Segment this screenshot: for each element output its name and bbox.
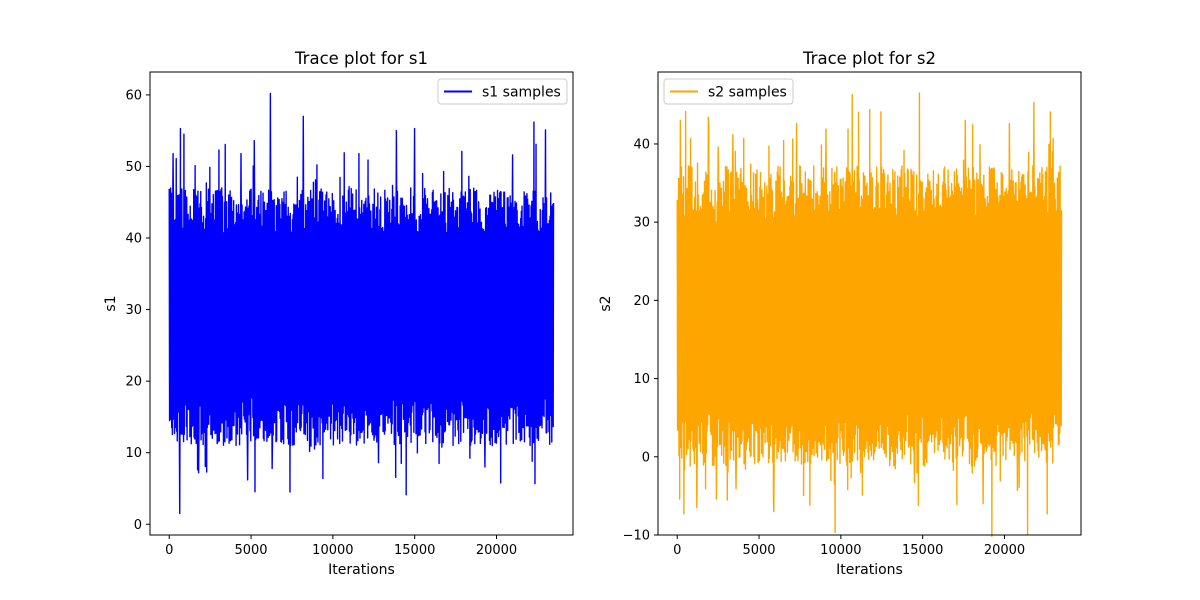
s1-trace-panel: 0 5000 10000 15000 20000 0 10 20 30 40 50 60 Trace… xyxy=(103,49,574,578)
s2-legend-label: s2 samples xyxy=(708,85,787,101)
s1-axes-frame xyxy=(149,71,574,536)
s2-x-ticks: 0 5000 10000 15000 20000 xyxy=(673,535,1025,558)
s2-y-ticks: −10 0 10 20 30 40 xyxy=(623,137,658,544)
s1-y-ticks: 0 10 20 30 40 50 60 xyxy=(125,88,150,533)
s2-y-tick-label: 40 xyxy=(633,137,650,152)
s1-x-tick-label: 10000 xyxy=(312,543,353,558)
s2-chart-title: Trace plot for s2 xyxy=(802,49,936,68)
s2-y-tick-label: 30 xyxy=(633,216,650,231)
s1-legend-label: s1 samples xyxy=(482,85,561,101)
s1-legend: s1 samples xyxy=(437,78,568,105)
s1-chart-title: Trace plot for s1 xyxy=(294,49,428,68)
s1-y-axis-label: s1 xyxy=(103,295,119,311)
s2-y-axis-label: s2 xyxy=(598,295,614,311)
s1-x-tick-label: 0 xyxy=(165,543,173,558)
s1-y-tick-label: 30 xyxy=(125,303,142,318)
s1-legend-box xyxy=(437,78,568,105)
s2-trace-series-line xyxy=(676,92,1063,537)
s1-y-tick-label: 60 xyxy=(125,88,142,103)
s2-y-tick-label: 10 xyxy=(633,372,650,387)
s1-y-tick-label: 20 xyxy=(125,375,142,390)
s1-trace-series-line xyxy=(168,92,555,515)
s2-legend-box xyxy=(663,78,794,105)
s2-y-tick-label: −10 xyxy=(623,529,650,544)
s2-legend: s2 samples xyxy=(663,78,794,105)
s1-x-ticks: 0 5000 10000 15000 20000 xyxy=(165,535,517,558)
s2-trace-lines xyxy=(676,92,1063,537)
s1-y-tick-label: 50 xyxy=(125,160,142,175)
s1-x-axis-label: Iterations xyxy=(328,562,395,578)
s1-y-tick-label: 0 xyxy=(134,518,142,533)
s2-trace-panel: 0 5000 10000 15000 20000 −10 0 10 20 30 40 Trace … xyxy=(598,49,1082,578)
s2-x-tick-label: 0 xyxy=(673,543,681,558)
s1-x-tick-label: 5000 xyxy=(234,543,267,558)
s2-axes-frame xyxy=(657,71,1082,536)
s2-x-tick-label: 15000 xyxy=(902,543,943,558)
s1-x-tick-label: 20000 xyxy=(476,543,517,558)
s1-y-tick-label: 10 xyxy=(125,446,142,461)
s2-x-tick-label: 20000 xyxy=(984,543,1025,558)
s1-y-tick-label: 40 xyxy=(125,232,142,247)
s2-x-axis-label: Iterations xyxy=(836,562,903,578)
s2-x-tick-label: 10000 xyxy=(820,543,861,558)
s2-y-tick-label: 20 xyxy=(633,294,650,309)
s2-y-tick-label: 0 xyxy=(642,450,650,465)
s2-x-tick-label: 5000 xyxy=(742,543,775,558)
s1-x-tick-label: 15000 xyxy=(394,543,435,558)
s1-trace-lines xyxy=(168,92,555,515)
